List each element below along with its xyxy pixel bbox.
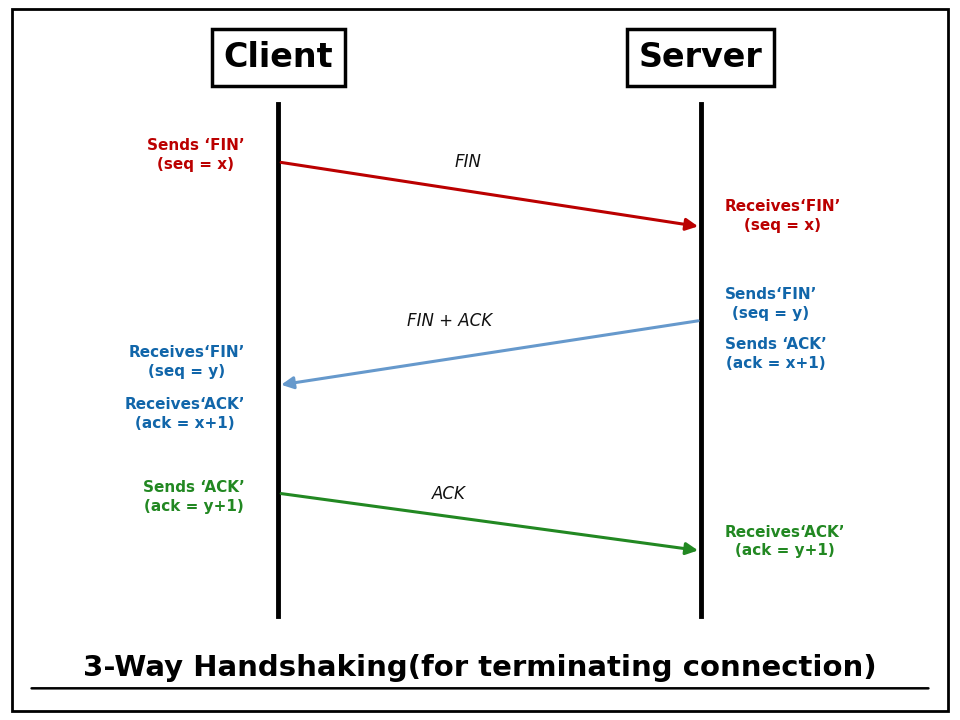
Text: Server: Server (639, 41, 762, 74)
Text: Sends ‘ACK’
(ack = y+1): Sends ‘ACK’ (ack = y+1) (143, 480, 245, 513)
Text: FIN + ACK: FIN + ACK (407, 312, 492, 330)
Text: FIN: FIN (455, 153, 482, 171)
Text: Sends ‘FIN’
(seq = x): Sends ‘FIN’ (seq = x) (147, 138, 245, 171)
Text: Receives‘ACK’
(ack = y+1): Receives‘ACK’ (ack = y+1) (725, 525, 846, 558)
Text: Receives‘FIN’
(seq = x): Receives‘FIN’ (seq = x) (725, 199, 841, 233)
Text: Sends‘FIN’
(seq = y): Sends‘FIN’ (seq = y) (725, 287, 817, 320)
Text: Receives‘ACK’
(ack = x+1): Receives‘ACK’ (ack = x+1) (124, 397, 245, 431)
Text: 3-Way Handshaking(for terminating connection): 3-Way Handshaking(for terminating connec… (84, 654, 876, 682)
Text: Receives‘FIN’
(seq = y): Receives‘FIN’ (seq = y) (129, 346, 245, 379)
Text: Client: Client (224, 41, 333, 74)
Text: ACK: ACK (432, 485, 467, 503)
Text: Sends ‘ACK’
(ack = x+1): Sends ‘ACK’ (ack = x+1) (725, 338, 827, 371)
